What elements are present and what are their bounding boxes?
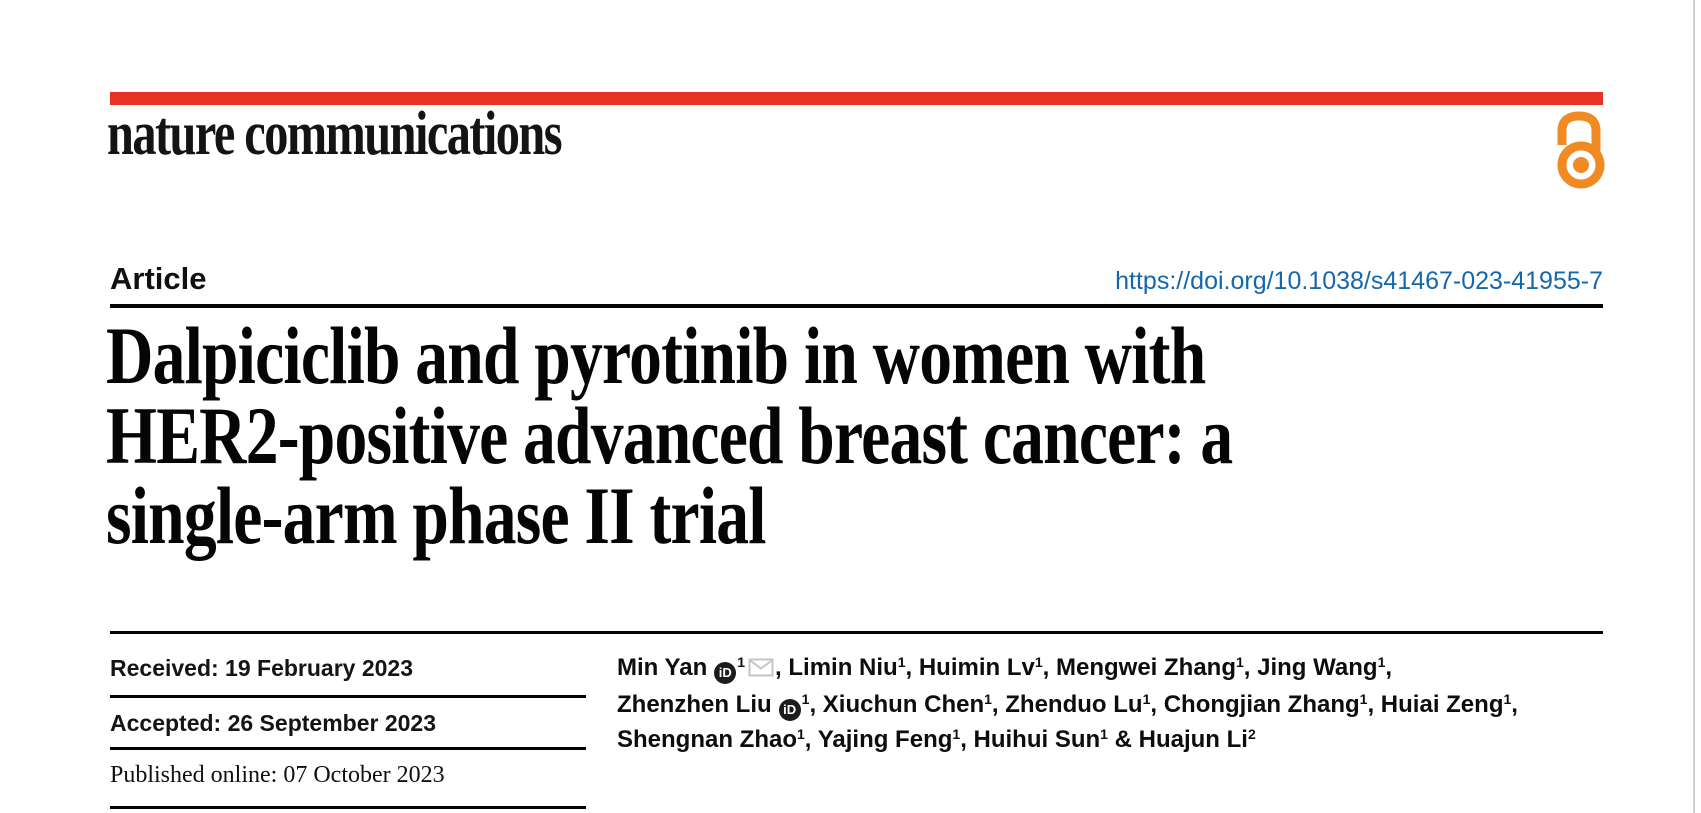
history-rule — [110, 806, 586, 809]
affiliation-superscript: 1 — [897, 654, 906, 670]
affiliation-superscript: 1 — [1142, 691, 1151, 707]
affiliation-superscript: 1 — [1377, 654, 1386, 670]
orcid-icon[interactable]: iD — [778, 698, 801, 721]
affiliation-superscript: 2 — [1247, 726, 1256, 742]
masthead-red-bar — [110, 92, 1603, 105]
journal-logotype: nature communications — [107, 100, 563, 168]
history-rule — [110, 747, 586, 750]
affiliation-superscript: 1 — [1100, 726, 1108, 742]
affiliation-superscript: 1 — [737, 654, 746, 670]
article-type-label: Article — [110, 261, 207, 296]
history-rule — [110, 695, 586, 698]
author-line: Zhenzhen Liu iD1, Xiuchun Chen1, Zhenduo … — [617, 687, 1627, 722]
doi-link[interactable]: https://doi.org/10.1038/s41467-023-41955… — [1115, 267, 1603, 295]
affiliation-superscript: 1 — [1359, 691, 1368, 707]
page-edge-border — [1693, 0, 1695, 813]
affiliation-superscript: 1 — [984, 691, 992, 707]
article-title: Dalpiciclib and pyrotinib in women with … — [106, 310, 1233, 561]
header-divider-rule — [110, 304, 1603, 308]
author-line: Min Yan iD1, Limin Niu1, Huimin Lv1, Meng… — [617, 650, 1627, 687]
published-date: Published online: 07 October 2023 — [110, 762, 445, 788]
affiliation-superscript: 1 — [952, 726, 961, 742]
title-divider-rule — [110, 631, 1603, 634]
email-icon[interactable] — [748, 652, 774, 687]
accepted-date: Accepted: 26 September 2023 — [110, 710, 436, 736]
author-line: Shengnan Zhao1, Yajing Feng1, Huihui Sun… — [617, 726, 1256, 753]
affiliation-superscript: 1 — [801, 691, 810, 707]
open-access-icon — [1552, 108, 1608, 195]
affiliation-superscript: 1 — [797, 726, 805, 742]
affiliation-superscript: 1 — [1236, 654, 1244, 670]
author-list: Min Yan iD1, Limin Niu1, Huimin Lv1, Meng… — [617, 650, 1627, 757]
received-date: Received: 19 February 2023 — [110, 655, 414, 681]
affiliation-superscript: 1 — [1503, 691, 1512, 707]
orcid-icon[interactable]: iD — [714, 661, 737, 684]
affiliation-superscript: 1 — [1034, 654, 1043, 670]
